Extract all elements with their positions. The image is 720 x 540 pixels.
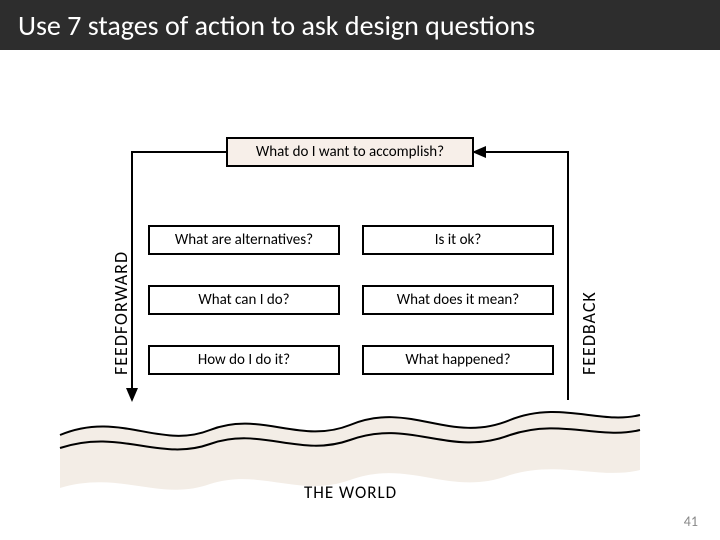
slide-title: Use 7 stages of action to ask design que…	[18, 8, 535, 43]
goal-box: What do I want to accomplish?	[226, 137, 474, 167]
feedforward-label: FEEDFORWARD	[110, 225, 132, 375]
feedforward-box-1: What are alternatives?	[148, 225, 340, 255]
feedback-box-2: What does it mean?	[362, 285, 554, 315]
feedforward-label-1: What are alternatives?	[175, 231, 313, 249]
world-label: THE WORLD	[304, 482, 397, 503]
feedback-label-2: What does it mean?	[397, 291, 520, 309]
page-number: 41	[684, 513, 698, 530]
title-bar: Use 7 stages of action to ask design que…	[0, 0, 720, 50]
feedback-box-1: Is it ok?	[362, 225, 554, 255]
feedback-box-3: What happened?	[362, 345, 554, 375]
feedback-label-1: Is it ok?	[435, 231, 482, 249]
feedforward-box-3: How do I do it?	[148, 345, 340, 375]
feedback-label-3: What happened?	[405, 351, 510, 369]
diagram-canvas: What do I want to accomplish? What are a…	[0, 50, 720, 540]
wave-fill	[60, 412, 640, 490]
feedforward-box-2: What can I do?	[148, 285, 340, 315]
feedforward-label-2: What can I do?	[198, 291, 289, 309]
world-wave	[0, 50, 720, 540]
feedback-label: FEEDBACK	[578, 225, 600, 375]
feedforward-label-3: How do I do it?	[198, 351, 290, 369]
goal-label: What do I want to accomplish?	[256, 143, 444, 161]
